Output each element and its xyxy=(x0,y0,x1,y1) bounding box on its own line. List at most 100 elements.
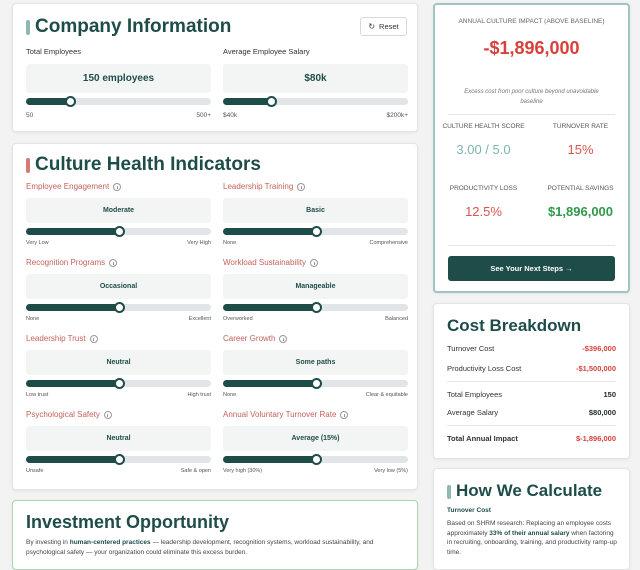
text: — leadership development, recognition sy… xyxy=(26,539,374,556)
impact-note: Excess cost from poor culture beyond una… xyxy=(464,89,599,105)
cost-row: Total Annual Impact $-1,896,000 xyxy=(447,434,616,443)
cost-label: Productivity Loss Cost xyxy=(447,364,522,373)
slider-thumb[interactable] xyxy=(113,302,125,313)
info-icon[interactable] xyxy=(297,182,306,191)
info-icon[interactable] xyxy=(89,334,98,343)
slider-thumb[interactable] xyxy=(310,302,322,313)
card-title: Investment Opportunity xyxy=(26,512,230,532)
slider-thumb[interactable] xyxy=(310,378,322,389)
range-min: None xyxy=(26,316,40,322)
accent xyxy=(447,485,451,499)
slider-track[interactable] xyxy=(223,226,408,237)
reset-icon: ↻ xyxy=(368,22,376,31)
field-value[interactable]: $80k xyxy=(223,64,408,93)
slider-fill xyxy=(223,304,316,311)
slider-thumb[interactable] xyxy=(65,96,77,107)
slider-thumb[interactable] xyxy=(113,378,125,389)
field-value[interactable]: 150 employees xyxy=(26,64,211,93)
range-min: Very high (30%) xyxy=(223,468,263,474)
indicator-value[interactable]: Basic xyxy=(223,198,408,223)
slider-fill xyxy=(26,380,119,387)
slider-track[interactable] xyxy=(26,378,211,389)
metric-label: TURNOVER RATE xyxy=(552,123,609,130)
info-icon[interactable] xyxy=(103,410,112,419)
info-icon[interactable] xyxy=(340,410,349,419)
slider-fill xyxy=(223,98,272,105)
field-label: Total Employees xyxy=(26,47,82,56)
indicator-label: Employee Engagement xyxy=(26,182,122,191)
indicator-value[interactable]: Some paths xyxy=(223,350,408,375)
range-min: 50 xyxy=(26,112,34,119)
text: Based on SHRM research: Replacing an emp… xyxy=(447,520,612,537)
label-text: Career Growth xyxy=(223,334,276,343)
metric-value: 15% xyxy=(567,142,594,157)
cost-label: Turnover Cost xyxy=(447,344,495,353)
slider-track[interactable] xyxy=(223,302,408,313)
slider-track[interactable] xyxy=(223,378,408,389)
how-card: How We Calculate Turnover Cost Based on … xyxy=(433,468,630,570)
accent xyxy=(26,20,30,35)
slider-track[interactable] xyxy=(26,96,211,107)
text: By investing in xyxy=(26,539,70,546)
indicator-label: Recognition Programs xyxy=(26,258,118,267)
indicator-value[interactable]: Neutral xyxy=(26,350,211,375)
indicator-value[interactable]: Neutral xyxy=(26,426,211,451)
range-max: Clear & equitable xyxy=(365,392,408,398)
cost-row: Productivity Loss Cost -$1,500,000 xyxy=(447,364,616,373)
how-text: Based on SHRM research: Replacing an emp… xyxy=(447,519,619,557)
cost-label: Total Annual Impact xyxy=(447,434,518,443)
range-max: $200k+ xyxy=(386,112,408,119)
slider-fill xyxy=(223,380,316,387)
slider-fill xyxy=(26,456,119,463)
info-icon[interactable] xyxy=(310,258,319,267)
info-icon[interactable] xyxy=(113,182,122,191)
text-bold: human-centered practices xyxy=(69,539,151,546)
range-min: None xyxy=(223,240,237,246)
card-title: Cost Breakdown xyxy=(447,316,582,335)
slider-thumb[interactable] xyxy=(266,96,278,107)
cost-label: Average Salary xyxy=(447,408,499,417)
slider-thumb[interactable] xyxy=(310,226,322,237)
indicator-label: Career Growth xyxy=(223,334,288,343)
slider-fill xyxy=(26,228,119,235)
card-title: Company Information xyxy=(35,16,232,37)
metric-label: CULTURE HEALTH SCORE xyxy=(442,123,525,130)
slider-thumb[interactable] xyxy=(113,454,125,465)
indicator-value[interactable]: Occasional xyxy=(26,274,211,299)
indicator-value[interactable]: Moderate xyxy=(26,198,211,223)
cost-value: $80,000 xyxy=(588,408,616,417)
indicator-value[interactable]: Manageable xyxy=(223,274,408,299)
next-steps-button[interactable]: See Your Next Steps → xyxy=(448,256,615,281)
impact-value: -$1,896,000 xyxy=(483,38,580,58)
cost-label: Total Employees xyxy=(447,390,503,399)
accent xyxy=(26,158,30,173)
cost-row: Turnover Cost -$396,000 xyxy=(447,344,616,353)
divider xyxy=(448,245,615,246)
range-min: None xyxy=(223,392,237,398)
slider-track[interactable] xyxy=(26,302,211,313)
range-max: Excellent xyxy=(188,316,211,322)
reset-button[interactable]: ↻ Reset xyxy=(360,17,407,36)
text: when factoring in recruiting, onboarding… xyxy=(447,529,617,556)
slider-track[interactable] xyxy=(223,96,408,107)
info-icon[interactable] xyxy=(279,334,288,343)
label-text: Employee Engagement xyxy=(26,182,110,191)
range-max: Comprehensive xyxy=(369,240,408,246)
label-text: Psychological Safety xyxy=(26,410,100,419)
cost-card: Cost Breakdown Turnover Cost -$396,000 Pro… xyxy=(433,303,630,459)
indicator-value[interactable]: Average (15%) xyxy=(223,426,408,451)
slider-thumb[interactable] xyxy=(113,226,125,237)
divider xyxy=(447,425,616,426)
range-min: Low trust xyxy=(26,392,49,398)
info-icon[interactable] xyxy=(109,258,118,267)
company-card: Company Information ↻ Reset Total Employe… xyxy=(12,3,418,132)
slider-track[interactable] xyxy=(26,454,211,465)
slider-fill xyxy=(223,456,316,463)
field-label: Average Employee Salary xyxy=(223,47,310,56)
slider-fill xyxy=(26,98,71,105)
slider-track[interactable] xyxy=(26,226,211,237)
slider-thumb[interactable] xyxy=(310,454,322,465)
slider-track[interactable] xyxy=(223,454,408,465)
cost-row: Average Salary $80,000 xyxy=(447,408,616,417)
